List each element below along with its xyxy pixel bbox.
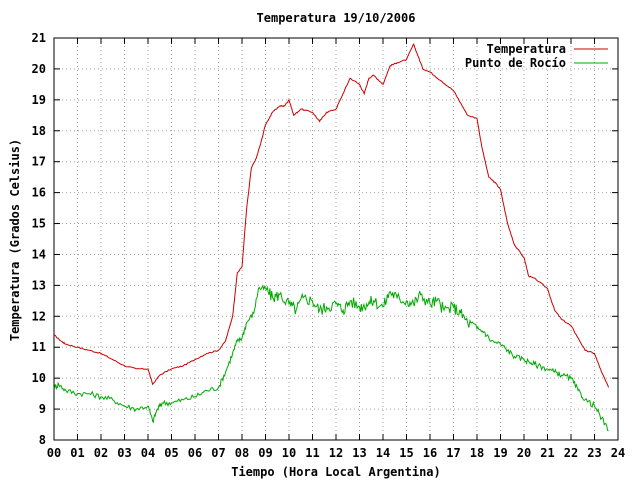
y-axis-label: Temperatura (Grados Celsius) xyxy=(8,139,22,341)
y-tick-label: 19 xyxy=(32,93,46,107)
x-tick-label: 07 xyxy=(211,446,225,460)
y-tick-label: 8 xyxy=(39,433,46,447)
x-tick-label: 02 xyxy=(94,446,108,460)
axis-ticks: 00 01 02 03 04 05 06 07 08 09 10 11 12 13 14 15 16 17 18 19… xyxy=(32,31,626,460)
x-tick-label: 08 xyxy=(235,446,249,460)
x-tick-label: 19 xyxy=(493,446,507,460)
grid xyxy=(54,38,618,440)
y-tick-label: 12 xyxy=(32,309,46,323)
x-tick-label: 16 xyxy=(423,446,437,460)
x-tick-label: 06 xyxy=(188,446,202,460)
legend-label: Punto de Rocío xyxy=(465,56,566,70)
x-tick-label: 10 xyxy=(282,446,296,460)
series-line-temperatura xyxy=(53,43,610,388)
x-tick-label: 13 xyxy=(352,446,366,460)
x-tick-label: 04 xyxy=(141,446,155,460)
x-tick-label: 03 xyxy=(117,446,131,460)
y-tick-label: 15 xyxy=(32,217,46,231)
x-tick-label: 09 xyxy=(258,446,272,460)
series-line-punto-de-rocio xyxy=(53,284,609,432)
legend-label: Temperatura xyxy=(487,42,566,56)
series-lines xyxy=(53,43,610,432)
y-tick-label: 14 xyxy=(32,247,46,261)
x-tick-label: 18 xyxy=(470,446,484,460)
y-tick-label: 10 xyxy=(32,371,46,385)
x-tick-label: 17 xyxy=(446,446,460,460)
x-tick-label: 22 xyxy=(564,446,578,460)
y-tick-label: 17 xyxy=(32,155,46,169)
chart-title: Temperatura 19/10/2006 xyxy=(257,11,416,25)
y-tick-label: 13 xyxy=(32,278,46,292)
y-tick-label: 18 xyxy=(32,124,46,138)
x-tick-label: 05 xyxy=(164,446,178,460)
y-tick-label: 20 xyxy=(32,62,46,76)
x-tick-label: 01 xyxy=(70,446,84,460)
x-tick-label: 23 xyxy=(587,446,601,460)
y-tick-label: 16 xyxy=(32,186,46,200)
x-axis-label: Tiempo (Hora Local Argentina) xyxy=(231,465,441,479)
x-tick-label: 24 xyxy=(611,446,625,460)
x-tick-label: 15 xyxy=(399,446,413,460)
x-tick-label: 12 xyxy=(329,446,343,460)
x-tick-label: 11 xyxy=(305,446,319,460)
x-tick-label: 00 xyxy=(47,446,61,460)
x-tick-label: 20 xyxy=(517,446,531,460)
x-tick-label: 21 xyxy=(540,446,554,460)
x-tick-label: 14 xyxy=(376,446,390,460)
y-tick-label: 21 xyxy=(32,31,46,45)
y-tick-label: 11 xyxy=(32,340,46,354)
y-tick-label: 9 xyxy=(39,402,46,416)
